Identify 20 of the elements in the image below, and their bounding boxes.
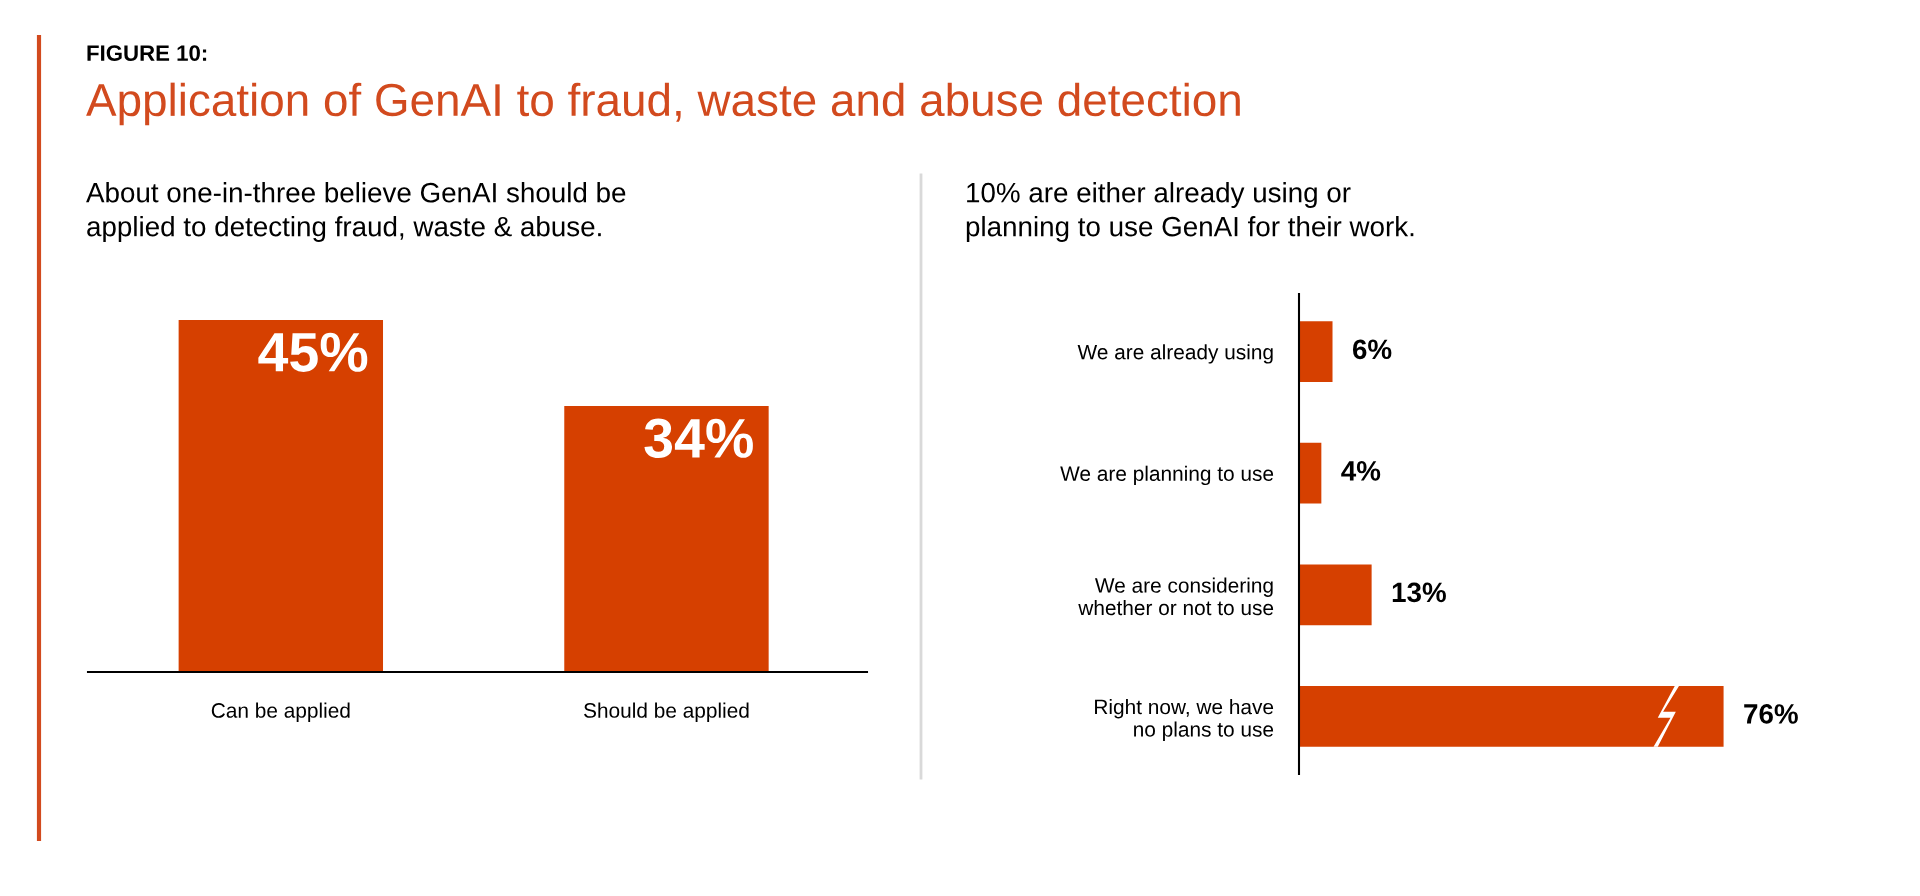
chart-subtitle: About one-in-three believe GenAI should be applied to detecting fraud, waste & abuse. [86, 182, 626, 242]
chart-title: 10% are either already using or planning to use GenAI for their work. [966, 182, 1414, 242]
chart-title: Application of GenAI to fraud, waste and abuse detection [86, 82, 1240, 126]
bar [1299, 685, 1724, 747]
data-label: 13% [1392, 582, 1446, 603]
y-tick-label: We are planning to use [1060, 465, 1274, 486]
y-tick-label: Right now, we have no plans to use [1095, 699, 1274, 741]
data-label: 6% [1352, 339, 1392, 360]
caption: FIGURE 10: [87, 45, 207, 61]
data-label: 34% [644, 418, 753, 459]
y-tick-label: We are already using [1077, 344, 1273, 364]
y-tick-label: We are considering whether or not to use [1078, 577, 1274, 616]
x-tick-label: Should be applied [584, 702, 749, 722]
data-label: 4% [1341, 461, 1381, 481]
data-label: 45% [258, 332, 368, 372]
bar [1299, 564, 1372, 626]
x-tick-label: Can be applied [211, 702, 350, 722]
bar [1299, 442, 1322, 504]
data-label: 76% [1744, 704, 1798, 724]
bar [1299, 321, 1333, 383]
